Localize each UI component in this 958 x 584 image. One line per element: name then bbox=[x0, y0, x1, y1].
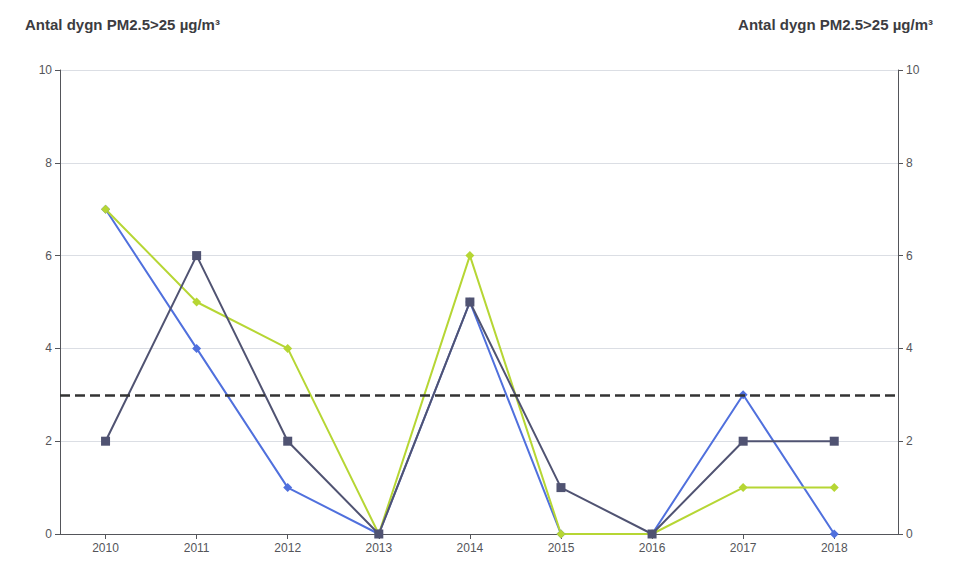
svg-text:2013: 2013 bbox=[365, 541, 392, 555]
svg-text:0: 0 bbox=[906, 527, 913, 541]
svg-text:Antal dygn PM2.5>25 µg/m³: Antal dygn PM2.5>25 µg/m³ bbox=[738, 16, 933, 33]
svg-text:6: 6 bbox=[45, 249, 52, 263]
svg-text:2: 2 bbox=[45, 434, 52, 448]
svg-text:Antal dygn PM2.5>25 µg/m³: Antal dygn PM2.5>25 µg/m³ bbox=[25, 16, 220, 33]
svg-text:2016: 2016 bbox=[639, 541, 666, 555]
svg-text:2014: 2014 bbox=[457, 541, 484, 555]
svg-text:2010: 2010 bbox=[92, 541, 119, 555]
svg-text:4: 4 bbox=[906, 341, 913, 355]
svg-text:10: 10 bbox=[906, 63, 920, 77]
svg-text:8: 8 bbox=[45, 156, 52, 170]
svg-text:0: 0 bbox=[45, 527, 52, 541]
svg-text:2015: 2015 bbox=[548, 541, 575, 555]
svg-text:2017: 2017 bbox=[730, 541, 757, 555]
svg-text:8: 8 bbox=[906, 156, 913, 170]
svg-text:6: 6 bbox=[906, 249, 913, 263]
svg-text:2018: 2018 bbox=[821, 541, 848, 555]
svg-text:2: 2 bbox=[906, 434, 913, 448]
svg-text:10: 10 bbox=[39, 63, 53, 77]
svg-text:2011: 2011 bbox=[184, 541, 210, 555]
svg-text:4: 4 bbox=[45, 341, 52, 355]
svg-text:2012: 2012 bbox=[274, 541, 301, 555]
